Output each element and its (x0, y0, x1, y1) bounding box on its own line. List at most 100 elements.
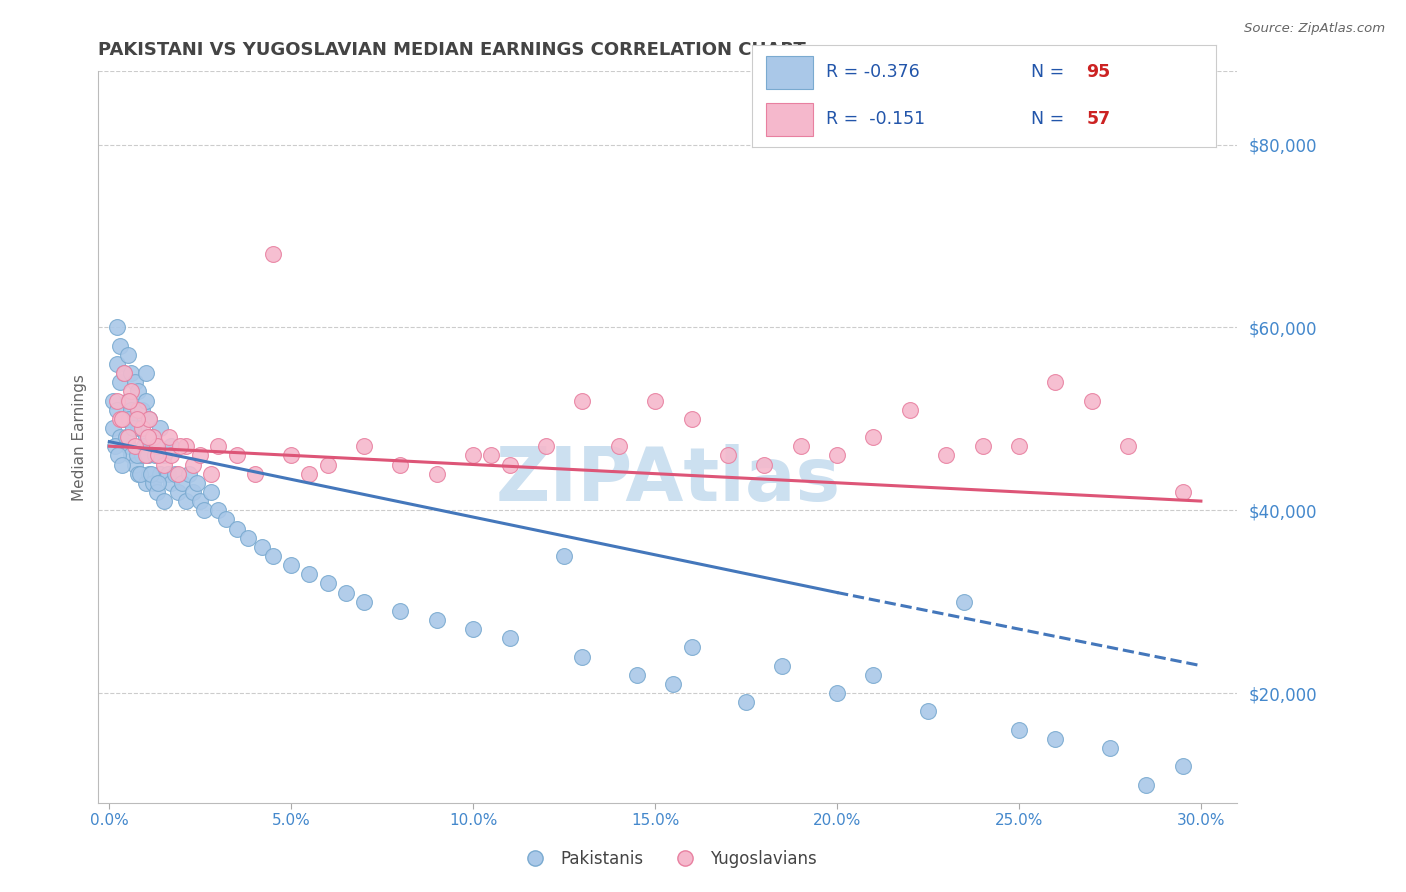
Point (142, 475, 165, 490)
Point (186, 475, 208, 490)
Point (127, 421, 149, 435)
Point (167, 484, 190, 499)
Point (156, 467, 179, 481)
Point (127, 467, 149, 481)
Point (138, 411, 160, 425)
Point (142, 430, 165, 444)
Point (117, 348, 139, 362)
Point (135, 448, 157, 462)
Point (105, 393, 128, 408)
Point (463, 622, 485, 636)
Point (112, 366, 135, 380)
Point (117, 439, 139, 453)
Point (135, 366, 157, 380)
Point (1098, 740, 1121, 755)
Point (135, 475, 157, 490)
Point (862, 430, 884, 444)
Point (124, 375, 146, 389)
Point (644, 393, 666, 408)
Point (122, 421, 145, 435)
Point (174, 439, 197, 453)
Point (1008, 723, 1031, 737)
Point (132, 439, 155, 453)
Point (225, 521, 247, 535)
Point (160, 439, 183, 453)
Point (160, 475, 183, 490)
Point (389, 458, 412, 472)
Point (188, 494, 211, 508)
Point (898, 402, 921, 417)
Point (789, 439, 811, 453)
Point (243, 467, 266, 481)
Point (145, 439, 167, 453)
Point (131, 421, 153, 435)
Point (105, 320, 128, 334)
Point (534, 439, 557, 453)
Y-axis label: Median Earnings: Median Earnings (72, 374, 87, 500)
Point (105, 357, 128, 371)
Point (571, 649, 593, 664)
Point (262, 549, 284, 563)
Point (112, 411, 135, 425)
Legend: Pakistanis, Yugoslavians: Pakistanis, Yugoslavians (512, 844, 824, 875)
Point (167, 467, 190, 481)
Point (193, 503, 215, 517)
Point (917, 705, 939, 719)
Point (280, 558, 302, 573)
Point (1135, 778, 1157, 792)
Point (120, 384, 142, 399)
Point (825, 686, 848, 700)
Point (200, 484, 222, 499)
Text: 57: 57 (1087, 111, 1111, 128)
Point (225, 448, 247, 462)
Point (141, 467, 163, 481)
Point (112, 366, 135, 380)
Point (142, 430, 165, 444)
Point (104, 439, 127, 453)
Point (114, 430, 136, 444)
Point (117, 430, 139, 444)
Point (110, 411, 132, 425)
Point (111, 411, 134, 425)
Point (131, 448, 153, 462)
Point (145, 439, 167, 453)
Point (207, 503, 229, 517)
Point (174, 494, 197, 508)
Text: 95: 95 (1087, 63, 1111, 81)
Point (772, 658, 794, 673)
Point (163, 467, 186, 481)
Point (316, 576, 339, 591)
Point (125, 411, 148, 425)
Point (124, 411, 146, 425)
Point (571, 393, 593, 408)
Text: PAKISTANI VS YUGOSLAVIAN MEDIAN EARNINGS CORRELATION CHART: PAKISTANI VS YUGOSLAVIAN MEDIAN EARNINGS… (98, 41, 806, 59)
Point (131, 402, 153, 417)
Point (215, 512, 238, 526)
Point (125, 448, 148, 462)
Text: R = -0.376: R = -0.376 (827, 63, 920, 81)
Point (153, 458, 176, 472)
Point (498, 632, 520, 646)
FancyBboxPatch shape (766, 103, 813, 136)
Text: R =  -0.151: R = -0.151 (827, 111, 925, 128)
Point (172, 475, 194, 490)
Point (200, 467, 222, 481)
Point (335, 585, 357, 599)
Point (353, 594, 375, 608)
Point (825, 448, 848, 462)
Point (188, 448, 211, 462)
Point (127, 402, 149, 417)
Point (298, 567, 321, 582)
Point (105, 402, 128, 417)
Point (120, 402, 142, 417)
Text: N =: N = (1031, 111, 1070, 128)
Point (662, 677, 685, 691)
Point (626, 667, 648, 681)
Point (117, 393, 139, 408)
Point (107, 448, 129, 462)
Point (124, 439, 146, 453)
Point (262, 247, 284, 261)
Point (1045, 731, 1067, 746)
Point (953, 594, 976, 608)
Point (681, 640, 703, 655)
